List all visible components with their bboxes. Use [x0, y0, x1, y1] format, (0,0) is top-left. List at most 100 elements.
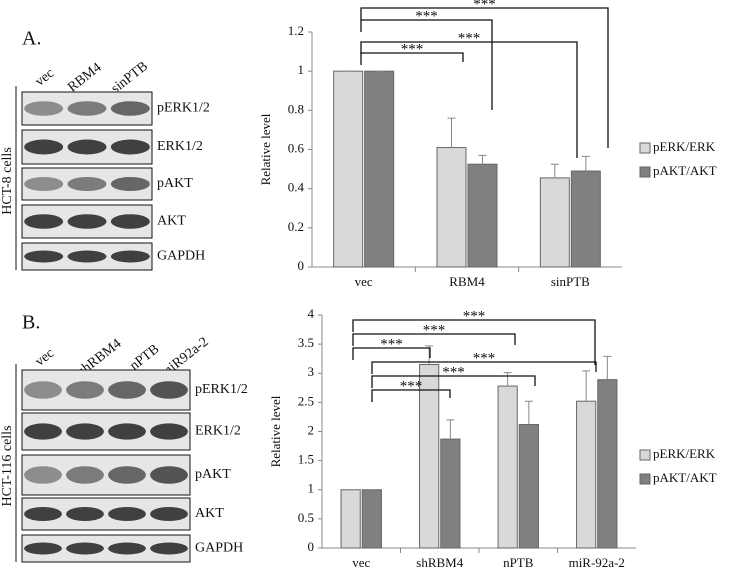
y-tick-label: 0.6 [288, 140, 305, 155]
panel-label: A. [22, 28, 41, 50]
band [150, 542, 188, 555]
protein-label: ERK1/2 [157, 139, 203, 154]
significance-label: *** [400, 378, 423, 394]
bar [333, 70, 364, 268]
band [110, 214, 150, 229]
y-tick-label: 0.4 [288, 180, 305, 195]
band [110, 139, 150, 155]
y-tick-label: 0.8 [288, 101, 304, 116]
protein-label: ERK1/2 [195, 424, 241, 439]
x-tick-label: RBM4 [449, 274, 485, 289]
band [67, 250, 107, 263]
legend-swatch [639, 142, 651, 154]
significance-bracket [360, 7, 609, 148]
bar [364, 70, 395, 268]
y-tick-label: 0 [298, 258, 305, 273]
significance-bracket [371, 361, 597, 374]
error-bar [503, 372, 512, 387]
y-tick-label: 2 [308, 422, 315, 437]
band [66, 423, 104, 440]
error-bar [550, 163, 559, 178]
legend-swatch [639, 473, 651, 485]
protein-label: pERK1/2 [195, 382, 248, 397]
significance-bracket [371, 389, 451, 402]
band [67, 214, 107, 229]
band [150, 506, 188, 522]
protein-label: AKT [157, 214, 186, 229]
significance-bracket [352, 347, 431, 360]
significance-bracket [360, 41, 578, 158]
significance-label: *** [463, 308, 486, 324]
protein-label: GAPDH [157, 249, 205, 264]
y-tick-label: 0 [308, 539, 315, 554]
band [24, 214, 64, 229]
error-bar [582, 370, 591, 402]
x-tick-label: nPTB [503, 555, 534, 570]
significance-bracket [360, 52, 464, 65]
significance-label: *** [473, 350, 496, 366]
band [24, 542, 62, 555]
lane-label: RBM4 [65, 60, 104, 95]
error-bar [478, 154, 487, 165]
band [150, 381, 188, 399]
protein-label: pAKT [157, 176, 193, 191]
legend-swatch [639, 166, 651, 178]
band [110, 176, 150, 192]
band [24, 423, 62, 440]
band [150, 423, 188, 440]
significance-bracket [371, 375, 536, 388]
error-bar [581, 155, 590, 172]
band [110, 101, 150, 116]
y-axis-title: Relative level [268, 395, 283, 467]
x-tick-label: sinPTB [551, 274, 590, 289]
legend-label: pERK/ERK [653, 446, 716, 461]
bar [419, 364, 440, 549]
significance-label: *** [401, 41, 424, 57]
band [108, 542, 146, 555]
bar [576, 400, 597, 549]
legend-swatch [639, 449, 651, 461]
significance-label: *** [415, 8, 438, 24]
y-axis-title: Relative level [258, 113, 273, 185]
error-bar [446, 419, 455, 440]
x-tick-label: vec [352, 555, 370, 570]
cell-label: HCT-116 cells [0, 425, 15, 506]
y-tick-label: 3 [308, 364, 315, 379]
band [24, 250, 64, 263]
band [108, 423, 146, 440]
cell-label: HCT-8 cells [0, 147, 15, 215]
y-tick-label: 3.5 [298, 335, 314, 350]
band [24, 176, 64, 192]
bar [497, 385, 518, 549]
bar [340, 489, 361, 549]
significance-bracket [360, 19, 493, 110]
bar [436, 147, 467, 268]
band [24, 466, 62, 484]
band [67, 139, 107, 155]
bar [570, 170, 601, 268]
band [66, 381, 104, 399]
bar [597, 379, 618, 549]
x-tick-label: miR-92a-2 [569, 555, 625, 570]
legend-label: pAKT/AKT [653, 163, 717, 178]
band [67, 101, 107, 116]
bar [539, 177, 570, 268]
error-bar [603, 355, 612, 380]
band [24, 139, 64, 155]
band [24, 101, 64, 116]
significance-bracket [352, 333, 516, 346]
lane-label: vec [33, 66, 58, 90]
y-tick-label: 1 [308, 481, 315, 496]
significance-label: *** [473, 0, 496, 12]
y-tick-label: 1.2 [288, 23, 304, 38]
lane-label: sinPTB [109, 59, 151, 97]
y-tick-label: 0.5 [298, 510, 314, 525]
x-tick-label: shRBM4 [416, 555, 463, 570]
significance-label: *** [380, 336, 403, 352]
bar [467, 163, 498, 268]
band [108, 506, 146, 522]
protein-label: pAKT [195, 467, 231, 482]
bar [361, 489, 382, 549]
band [108, 466, 146, 484]
